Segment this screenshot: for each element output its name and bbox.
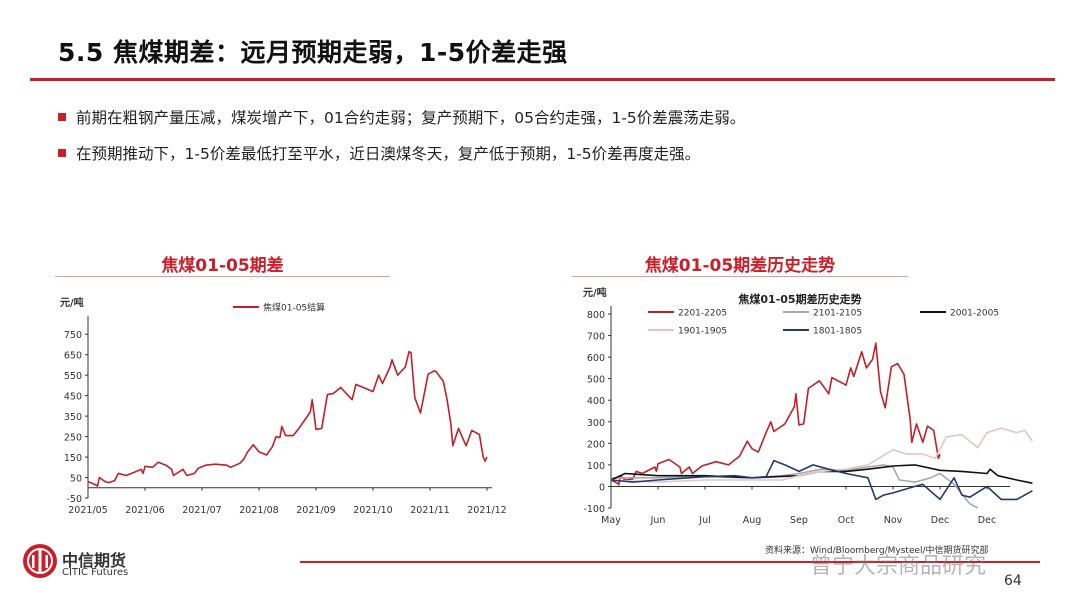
y-tick-label: 50 xyxy=(70,474,82,485)
y-tick-label: 800 xyxy=(587,310,605,321)
x-tick-label: Aug xyxy=(743,515,762,526)
chart-title: 焦煤01-05期差历史走势 xyxy=(737,292,861,306)
x-tick-label: 2021/12 xyxy=(467,505,506,516)
x-tick-label: Sep xyxy=(790,515,808,526)
x-tick-label: 2021/10 xyxy=(353,505,392,516)
y-tick-label: 650 xyxy=(64,351,82,362)
series-line-2201-2205 xyxy=(610,342,941,486)
logo-text-cn: 中信期货 xyxy=(62,551,127,570)
y-axis-unit: 元/吨 xyxy=(583,286,607,299)
legend-label: 焦煤01-05结算 xyxy=(263,302,325,314)
bullet-text: 前期在粗钢产量压减，煤炭增产下，01合约走弱；复产预期下，05合约走强，1-5价… xyxy=(76,109,746,127)
x-tick-label: Jun xyxy=(650,515,666,526)
watermark: 曾宁大宗商品研究 xyxy=(810,554,987,579)
y-tick-label: 300 xyxy=(587,418,605,429)
x-tick-label: May xyxy=(601,515,621,526)
bullet-1: 前期在粗钢产量压减，煤炭增产下，01合约走弱；复产预期下，05合约走强，1-5价… xyxy=(58,106,745,128)
y-tick-label: 500 xyxy=(587,375,605,386)
x-tick-label: Oct xyxy=(838,515,855,526)
series-line-焦煤01-05结算 xyxy=(87,350,488,487)
series-line-1901-1905 xyxy=(610,427,1034,483)
bullet-square-icon xyxy=(58,148,66,157)
footer-divider xyxy=(300,561,1040,563)
page-number: 64 xyxy=(1004,573,1022,589)
y-tick-label: 600 xyxy=(587,353,605,364)
y-tick-label: 550 xyxy=(64,371,82,382)
y-tick-label: -50 xyxy=(66,494,82,505)
x-tick-label: 2021/08 xyxy=(239,505,278,516)
logo-text-en: CITIC Futures xyxy=(62,567,129,578)
x-tick-label: Dec xyxy=(931,515,949,526)
y-tick-label: -100 xyxy=(583,504,605,515)
y-tick-label: 200 xyxy=(587,439,605,450)
x-tick-label: Jul xyxy=(698,515,710,526)
legend-label: 2101-2105 xyxy=(813,309,862,319)
right-chart-header: 焦煤01-05期差历史走势 xyxy=(644,256,836,276)
left-chart-header-rule xyxy=(55,276,390,277)
y-tick-label: 750 xyxy=(64,330,82,341)
y-tick-label: 700 xyxy=(587,332,605,343)
left-chart-header: 焦煤01-05期差 xyxy=(161,256,284,276)
x-tick-label: 2021/06 xyxy=(125,505,164,516)
page-title: 5.5 焦煤期差：远月预期走弱，1-5价差走强 xyxy=(58,38,568,67)
y-tick-label: 150 xyxy=(64,453,82,464)
y-tick-label: 0 xyxy=(599,482,605,493)
bullet-square-icon xyxy=(58,112,66,121)
legend-label: 2001-2005 xyxy=(950,309,999,319)
y-tick-label: 450 xyxy=(64,392,82,403)
citic-logo-icon xyxy=(23,544,57,578)
x-tick-label: 2021/11 xyxy=(410,505,449,516)
x-tick-label: 2021/09 xyxy=(296,505,335,516)
x-tick-label: 2021/05 xyxy=(68,505,107,516)
series-line-1801-1805 xyxy=(610,459,1033,501)
legend-label: 1901-1905 xyxy=(678,327,727,337)
legend-label: 2201-2205 xyxy=(678,309,727,319)
y-tick-label: 350 xyxy=(64,412,82,423)
bullet-text: 在预期推动下，1-5价差最低打至平水，近日澳煤冬天，复产低于预期，1-5价差再度… xyxy=(76,145,701,163)
y-axis-unit: 元/吨 xyxy=(60,296,84,309)
source-note: 资料来源：Wind/Bloomberg/Mysteel/中信期货研究部 xyxy=(765,546,989,556)
legend-label: 1801-1805 xyxy=(813,327,862,337)
x-tick-label: 2021/07 xyxy=(182,505,221,516)
x-tick-label: Dec xyxy=(978,515,996,526)
title-divider xyxy=(30,78,1055,81)
y-tick-label: 250 xyxy=(64,433,82,444)
citic-logo xyxy=(22,543,58,583)
series-line-2001-2005 xyxy=(610,464,1033,484)
y-tick-label: 400 xyxy=(587,396,605,407)
x-tick-label: Nov xyxy=(884,515,903,526)
y-tick-label: 100 xyxy=(587,461,605,472)
right-chart-header-rule xyxy=(572,276,908,277)
bullet-2: 在预期推动下，1-5价差最低打至平水，近日澳煤冬天，复产低于预期，1-5价差再度… xyxy=(58,142,700,164)
